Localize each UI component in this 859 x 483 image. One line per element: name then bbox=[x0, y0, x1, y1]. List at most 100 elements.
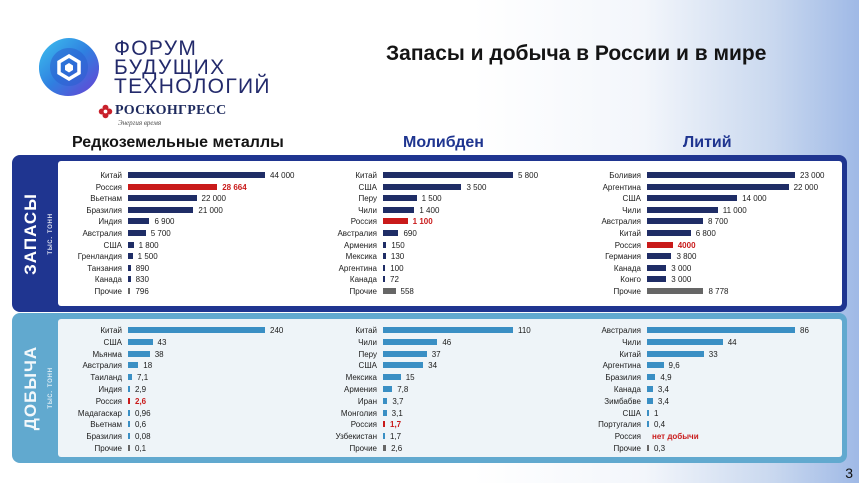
country-label: Россия bbox=[350, 217, 377, 227]
bar-mark bbox=[128, 218, 150, 225]
production-label: ДОБЫЧА bbox=[21, 345, 40, 431]
country-label: Прочие bbox=[613, 444, 641, 453]
value-label: 4,9 bbox=[660, 373, 672, 383]
logo-line-1: ФОРУМ bbox=[114, 37, 198, 60]
country-label: Армения bbox=[344, 385, 377, 394]
value-label: 110 bbox=[518, 326, 531, 335]
country-label: Таиланд bbox=[90, 373, 122, 383]
country-label: Чили bbox=[358, 205, 377, 215]
value-label: 8 778 bbox=[708, 287, 729, 296]
value-label: 1 500 bbox=[421, 194, 442, 204]
bar-mark bbox=[128, 421, 130, 428]
bar-mark bbox=[383, 195, 417, 202]
value-label: 0,08 bbox=[135, 432, 151, 442]
bar-mark bbox=[383, 338, 438, 345]
bar-mark bbox=[647, 264, 667, 271]
value-label: 150 bbox=[391, 240, 405, 250]
bar-mark bbox=[383, 350, 427, 357]
column-title-molybdenum: Молибден bbox=[403, 134, 484, 151]
country-label: Чили bbox=[622, 337, 641, 347]
country-label: Бразилия bbox=[86, 432, 122, 442]
country-label: Аргентина bbox=[602, 361, 641, 371]
bar-mark bbox=[647, 288, 704, 294]
bar-mark bbox=[128, 253, 133, 260]
country-label: Канада bbox=[613, 385, 641, 394]
bar-mark bbox=[128, 230, 146, 236]
country-label: Узбекистан bbox=[335, 432, 377, 442]
value-label: 0,3 bbox=[654, 444, 666, 453]
value-label: 3,7 bbox=[392, 396, 404, 406]
country-label: Китай bbox=[619, 349, 641, 359]
country-label: США bbox=[103, 337, 122, 347]
bar-mark bbox=[128, 276, 131, 283]
bar-mark bbox=[647, 230, 691, 236]
country-label: Канада bbox=[94, 275, 122, 285]
country-label: Мексика bbox=[345, 373, 377, 383]
bar-mark bbox=[128, 350, 150, 357]
country-label: Вьетнам bbox=[90, 194, 122, 204]
value-label: 2,9 bbox=[135, 385, 147, 394]
value-label: 1 800 bbox=[138, 240, 159, 250]
country-label: Австралия bbox=[82, 361, 122, 371]
country-label: Португалия bbox=[598, 420, 641, 430]
country-label: Прочие bbox=[349, 287, 377, 296]
value-label: 14 000 bbox=[742, 194, 767, 204]
bar-mark bbox=[647, 241, 673, 248]
value-label: 1 bbox=[654, 408, 659, 418]
country-label: Прочие bbox=[94, 287, 122, 296]
country-label: Прочие bbox=[613, 287, 641, 296]
country-label: Перу bbox=[358, 194, 377, 204]
country-label: Армения bbox=[344, 240, 377, 250]
bar-mark bbox=[383, 386, 393, 392]
bar-mark bbox=[128, 397, 130, 404]
bar-mark bbox=[383, 253, 386, 260]
value-label: 130 bbox=[390, 252, 405, 262]
value-label: 1 400 bbox=[419, 205, 440, 215]
country-label: Китай bbox=[100, 326, 122, 335]
bar-mark bbox=[647, 350, 704, 357]
value-label: 44 000 bbox=[270, 171, 295, 180]
country-label: Индия bbox=[98, 385, 122, 394]
bar-mark bbox=[128, 386, 130, 392]
bar-mark bbox=[128, 327, 265, 333]
country-label: Китай bbox=[355, 171, 377, 180]
reserves-side-label: ЗАПАСЫ тыс. тонн bbox=[12, 155, 58, 312]
value-label: 34 bbox=[428, 361, 438, 371]
value-label: 22 000 bbox=[793, 182, 819, 192]
bar-mark bbox=[128, 183, 218, 190]
bar-mark bbox=[647, 445, 649, 451]
value-label: 43 bbox=[157, 337, 167, 347]
production-unit: тыс. тонн bbox=[44, 367, 54, 409]
value-label: 7,8 bbox=[397, 385, 409, 394]
country-label: Германия bbox=[605, 252, 641, 262]
logo-line-2: БУДУЩИХ bbox=[114, 56, 226, 79]
bar-mark bbox=[383, 327, 513, 333]
value-label: 8 700 bbox=[707, 217, 728, 227]
country-label: Конго bbox=[620, 275, 641, 285]
value-label: 890 bbox=[135, 263, 150, 273]
page-number: 3 bbox=[845, 465, 853, 481]
country-label: Россия bbox=[95, 182, 122, 192]
bar-mark bbox=[383, 241, 387, 248]
country-label: Россия bbox=[614, 240, 641, 250]
country-label: Россия bbox=[614, 432, 641, 442]
value-label: 3 000 bbox=[671, 275, 692, 285]
country-label: Иран bbox=[357, 396, 377, 406]
value-label: 3 800 bbox=[676, 252, 697, 262]
value-label: 23 000 bbox=[800, 171, 825, 180]
country-label: Прочие bbox=[94, 444, 122, 453]
value-label: 44 bbox=[727, 337, 737, 347]
logo-line-3: ТЕХНОЛОГИЙ bbox=[114, 75, 271, 98]
country-label: Россия bbox=[350, 420, 377, 430]
value-label: 11 000 bbox=[722, 205, 747, 215]
country-label: Аргентина bbox=[338, 263, 377, 273]
value-label: 2,6 bbox=[391, 444, 403, 453]
bar-mark bbox=[128, 241, 134, 248]
value-label: 796 bbox=[135, 287, 149, 296]
country-label: Аргентина bbox=[602, 182, 641, 192]
value-label: 1 100 bbox=[412, 217, 433, 227]
value-label: 15 bbox=[405, 373, 415, 383]
value-label: 0,96 bbox=[135, 408, 151, 418]
value-label: 558 bbox=[400, 287, 414, 296]
